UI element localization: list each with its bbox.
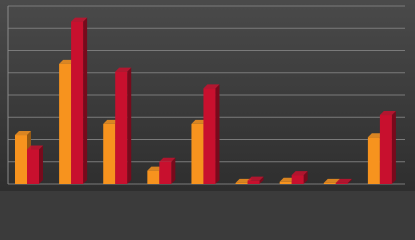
bar <box>191 123 204 184</box>
bar <box>159 161 172 184</box>
bar-group <box>379 111 396 184</box>
bar <box>291 175 304 184</box>
bar <box>27 149 39 184</box>
bar <box>367 137 380 184</box>
bar-group <box>335 178 352 184</box>
bar-side <box>303 171 308 184</box>
bar-side <box>347 178 352 184</box>
bar-group <box>291 171 308 184</box>
bar-top <box>203 84 220 89</box>
bar-side <box>215 84 220 184</box>
bar-top <box>323 178 340 183</box>
bar-top <box>335 178 352 183</box>
bar-top <box>247 176 264 181</box>
bar <box>323 182 336 184</box>
bar-group <box>27 145 43 184</box>
bar-top <box>379 111 396 116</box>
bar-top <box>115 67 132 72</box>
bar-side <box>391 111 396 184</box>
bar-side <box>83 17 88 185</box>
bar-side <box>39 145 43 184</box>
bar-side <box>171 157 176 184</box>
bar <box>279 181 292 184</box>
bar <box>71 21 84 185</box>
bar-group <box>71 17 88 185</box>
bar-side <box>259 176 264 184</box>
bar <box>103 123 116 184</box>
bar <box>379 115 392 184</box>
bar-group <box>203 84 220 184</box>
bar <box>203 88 216 184</box>
bar-top <box>159 157 176 162</box>
bar <box>15 135 27 184</box>
bar-group <box>115 67 132 184</box>
bar-group <box>247 176 264 184</box>
bar-top <box>15 131 31 136</box>
bar-top <box>291 171 308 176</box>
bar <box>335 182 348 184</box>
bar <box>147 170 160 184</box>
bar <box>115 71 128 184</box>
bar <box>59 63 72 184</box>
bar-top <box>27 145 43 150</box>
bar-group <box>159 157 176 184</box>
bar <box>247 180 260 184</box>
chart <box>0 0 415 191</box>
bar-top <box>71 17 88 22</box>
bar <box>235 182 248 184</box>
bar-side <box>127 67 132 184</box>
